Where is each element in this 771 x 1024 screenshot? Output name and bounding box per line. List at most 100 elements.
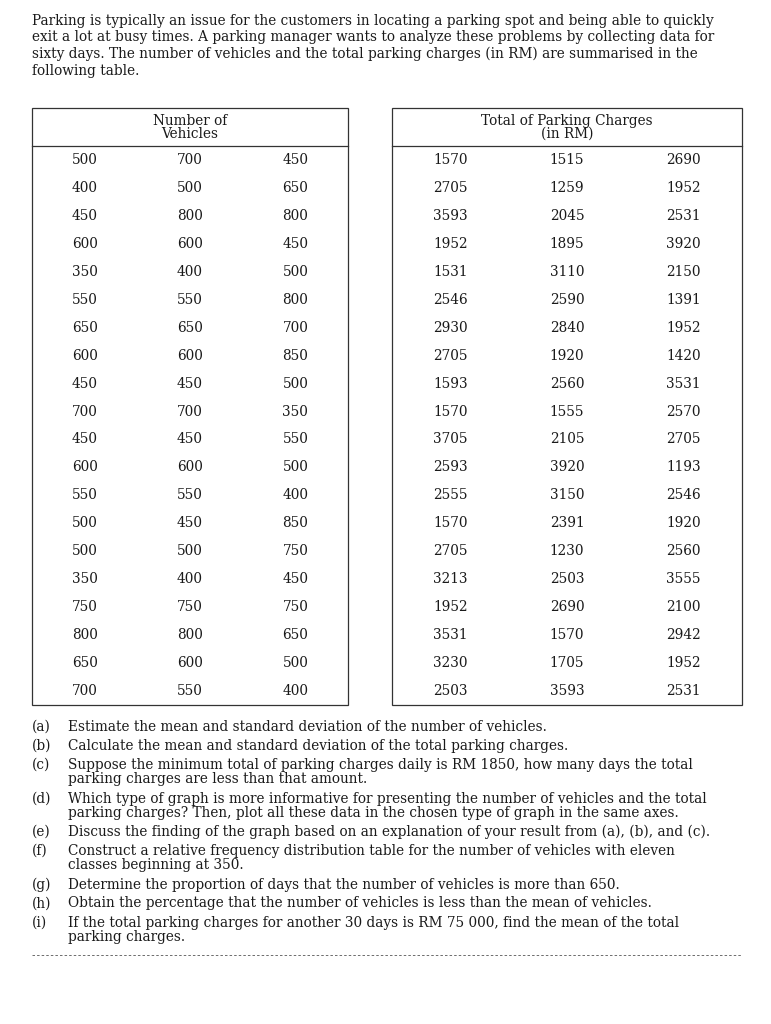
Text: 2560: 2560 [550, 377, 584, 390]
Text: Vehicles: Vehicles [161, 127, 218, 141]
Text: 500: 500 [282, 656, 308, 670]
Text: 600: 600 [72, 461, 98, 474]
Text: 400: 400 [282, 684, 308, 698]
Text: 450: 450 [72, 432, 98, 446]
Text: Number of: Number of [153, 114, 227, 128]
Text: 750: 750 [282, 545, 308, 558]
Text: If the total parking charges for another 30 days is RM 75 000, find the mean of : If the total parking charges for another… [68, 915, 679, 930]
Text: 400: 400 [282, 488, 308, 503]
Text: 1952: 1952 [433, 237, 468, 251]
Text: 550: 550 [177, 684, 203, 698]
Text: 450: 450 [282, 572, 308, 586]
Text: 450: 450 [282, 237, 308, 251]
Text: 600: 600 [72, 237, 98, 251]
Text: 350: 350 [72, 572, 98, 586]
Text: 500: 500 [177, 545, 203, 558]
Text: parking charges? Then, plot all these data in the chosen type of graph in the sa: parking charges? Then, plot all these da… [68, 806, 678, 820]
Text: 1952: 1952 [666, 181, 701, 195]
Text: 550: 550 [177, 293, 203, 307]
Text: 1705: 1705 [550, 656, 584, 670]
Text: 600: 600 [72, 348, 98, 362]
Text: (h): (h) [32, 896, 52, 910]
Text: (d): (d) [32, 792, 52, 806]
Text: 2705: 2705 [433, 348, 467, 362]
Text: 3150: 3150 [550, 488, 584, 503]
Text: 3110: 3110 [550, 265, 584, 279]
Text: 1193: 1193 [666, 461, 701, 474]
Text: 3593: 3593 [433, 209, 468, 223]
Text: 2100: 2100 [666, 600, 701, 614]
Text: 650: 650 [72, 656, 98, 670]
Text: (f): (f) [32, 844, 48, 858]
Text: (b): (b) [32, 739, 52, 753]
Text: 750: 750 [282, 600, 308, 614]
Text: 650: 650 [177, 321, 203, 335]
Text: 2531: 2531 [666, 684, 701, 698]
Text: Which type of graph is more informative for presenting the number of vehicles an: Which type of graph is more informative … [68, 792, 707, 806]
Text: 750: 750 [177, 600, 203, 614]
Text: parking charges are less than that amount.: parking charges are less than that amoun… [68, 772, 367, 786]
Text: sixty days. The number of vehicles and the total parking charges (in RM) are sum: sixty days. The number of vehicles and t… [32, 47, 698, 61]
Text: classes beginning at 350.: classes beginning at 350. [68, 858, 244, 872]
Text: 2942: 2942 [666, 628, 701, 642]
Text: 3920: 3920 [666, 237, 701, 251]
Text: 500: 500 [177, 181, 203, 195]
Text: 2593: 2593 [433, 461, 468, 474]
Text: 2690: 2690 [550, 600, 584, 614]
Text: 350: 350 [282, 404, 308, 419]
Text: Total of Parking Charges: Total of Parking Charges [481, 114, 653, 128]
Text: Estimate the mean and standard deviation of the number of vehicles.: Estimate the mean and standard deviation… [68, 720, 547, 734]
Text: 1420: 1420 [666, 348, 701, 362]
Text: 2705: 2705 [433, 545, 467, 558]
Text: 3920: 3920 [550, 461, 584, 474]
Text: following table.: following table. [32, 63, 140, 78]
Text: 2560: 2560 [666, 545, 701, 558]
Text: 850: 850 [282, 516, 308, 530]
Text: (a): (a) [32, 720, 51, 734]
Text: 3555: 3555 [666, 572, 701, 586]
Text: (g): (g) [32, 878, 52, 892]
Text: 2690: 2690 [666, 153, 701, 167]
Text: (i): (i) [32, 915, 47, 930]
Text: 1531: 1531 [433, 265, 467, 279]
Text: 500: 500 [72, 516, 98, 530]
Text: 2105: 2105 [550, 432, 584, 446]
Text: 1570: 1570 [433, 516, 467, 530]
Text: 2391: 2391 [550, 516, 584, 530]
Text: 500: 500 [72, 153, 98, 167]
Text: (c): (c) [32, 758, 50, 772]
Text: 1515: 1515 [550, 153, 584, 167]
Text: Obtain the percentage that the number of vehicles is less than the mean of vehic: Obtain the percentage that the number of… [68, 896, 651, 910]
Text: 400: 400 [72, 181, 98, 195]
Text: 800: 800 [282, 209, 308, 223]
Text: 800: 800 [177, 209, 203, 223]
Text: 800: 800 [282, 293, 308, 307]
Text: 1570: 1570 [433, 404, 467, 419]
Text: 450: 450 [177, 516, 203, 530]
Text: 750: 750 [72, 600, 98, 614]
Text: 1230: 1230 [550, 545, 584, 558]
Text: 1555: 1555 [550, 404, 584, 419]
Text: 600: 600 [177, 656, 203, 670]
Text: 2503: 2503 [433, 684, 467, 698]
Text: 1895: 1895 [550, 237, 584, 251]
Bar [392, 108, 742, 705]
Text: 2930: 2930 [433, 321, 468, 335]
Text: 500: 500 [282, 461, 308, 474]
Text: 850: 850 [282, 348, 308, 362]
Text: Suppose the minimum total of parking charges daily is RM 1850, how many days the: Suppose the minimum total of parking cha… [68, 758, 693, 772]
Text: 2045: 2045 [550, 209, 584, 223]
Text: 3705: 3705 [433, 432, 467, 446]
Text: 2705: 2705 [433, 181, 467, 195]
Text: Calculate the mean and standard deviation of the total parking charges.: Calculate the mean and standard deviatio… [68, 739, 568, 753]
Text: 550: 550 [72, 488, 98, 503]
Text: 2150: 2150 [666, 265, 701, 279]
Text: exit a lot at busy times. A parking manager wants to analyze these problems by c: exit a lot at busy times. A parking mana… [32, 31, 714, 44]
Text: 500: 500 [72, 545, 98, 558]
Text: Parking is typically an issue for the customers in locating a parking spot and b: Parking is typically an issue for the cu… [32, 14, 714, 28]
Text: parking charges.: parking charges. [68, 930, 185, 944]
Text: 600: 600 [177, 237, 203, 251]
Text: 600: 600 [177, 348, 203, 362]
Text: 1952: 1952 [666, 321, 701, 335]
Text: 400: 400 [177, 572, 203, 586]
